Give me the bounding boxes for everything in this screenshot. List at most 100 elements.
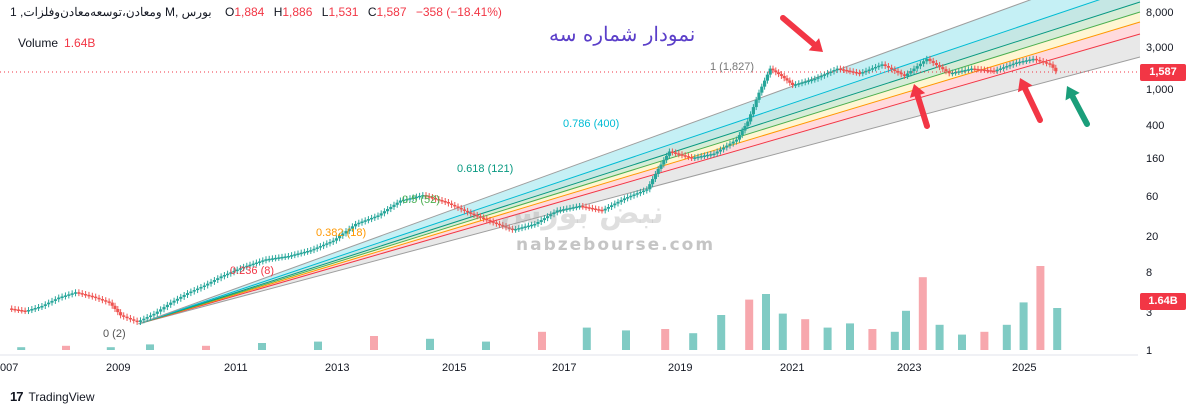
candle-body <box>651 179 655 185</box>
candle-body <box>235 269 239 272</box>
volume-bar <box>846 323 854 350</box>
candle-body <box>947 71 951 74</box>
candle-body <box>737 135 741 140</box>
volume-badge: 1.64B <box>1140 293 1186 310</box>
candle-body <box>1021 61 1025 63</box>
candle-body <box>189 291 193 294</box>
fib-label-2: 0.382 (18) <box>316 227 366 239</box>
volume-bar <box>426 338 434 350</box>
candle-body <box>456 206 460 208</box>
candle-body <box>829 71 833 73</box>
candle-body <box>331 240 335 243</box>
candle-body <box>70 293 74 295</box>
candle-body <box>212 280 216 282</box>
candle-body <box>1024 60 1028 62</box>
candle-body <box>10 308 14 310</box>
candle-body <box>33 308 37 310</box>
candle-body <box>116 308 120 313</box>
candle-body <box>138 320 143 322</box>
low-value: 1,531 <box>328 5 359 19</box>
candle-body <box>517 228 521 230</box>
candle-body <box>779 74 783 76</box>
candle-body <box>84 294 88 296</box>
candle-body <box>408 198 412 200</box>
volume-bar <box>258 343 266 350</box>
candle-body <box>702 155 706 157</box>
candle-body <box>498 223 502 226</box>
candle-body <box>43 304 47 306</box>
candle-body <box>152 313 156 316</box>
price-axis[interactable]: 8,000 3,000 1,000 400 160 60 20 8 3 1 <box>1146 7 1174 357</box>
candle-body <box>172 300 176 303</box>
high-label: H <box>273 5 283 19</box>
candle-body <box>475 214 479 217</box>
candle-body <box>145 317 149 319</box>
low-label: L <box>321 5 329 19</box>
candle-body <box>209 281 213 284</box>
candle-body <box>437 199 441 201</box>
candle-body <box>928 58 932 61</box>
candle-body <box>450 203 454 205</box>
candle-body <box>107 301 111 303</box>
footer-branding[interactable]: 17 TradingView <box>10 389 95 404</box>
candle-body <box>216 278 220 281</box>
candle-body <box>763 80 767 87</box>
candle-body <box>472 213 476 216</box>
candle-body <box>902 74 906 76</box>
candle-body <box>842 69 846 71</box>
candle-body <box>552 212 556 215</box>
candle-body <box>392 204 396 207</box>
candle-body <box>357 222 361 225</box>
candle-body <box>104 300 108 302</box>
candle-body <box>169 302 173 305</box>
candle-body <box>254 262 258 265</box>
candle-body <box>165 304 169 308</box>
candle-body <box>683 155 687 157</box>
candle-body <box>909 71 913 74</box>
candle-body <box>906 73 910 76</box>
candle-body <box>587 207 591 209</box>
candle-body <box>1005 66 1009 68</box>
volume-value: 1.64B <box>64 36 96 50</box>
volume-bar <box>745 299 754 350</box>
volume-legend[interactable]: Volume 1.64B <box>18 36 95 50</box>
arrow-top-head <box>808 38 823 52</box>
candle-body <box>366 219 370 221</box>
candle-body <box>232 270 236 273</box>
candle-body <box>363 220 367 222</box>
candle-body <box>354 223 358 227</box>
candle-body <box>659 164 663 169</box>
candle-body <box>619 200 623 202</box>
candle-body <box>274 257 278 260</box>
candle-body <box>606 207 610 209</box>
candle-body <box>1031 58 1035 61</box>
candle-body <box>376 215 380 217</box>
symbol-name[interactable]: 1 ,ومعادن،توسعه‌معادن‌وفلزات M, بورس <box>10 5 212 19</box>
candle-body <box>113 305 117 309</box>
candle-body <box>510 228 514 231</box>
candle-body <box>934 62 938 66</box>
volume-bar <box>778 313 787 350</box>
candle-body <box>765 74 769 81</box>
candle-body <box>832 70 836 72</box>
candle-body <box>421 195 425 197</box>
time-axis[interactable]: 007 2009 2011 2013 2015 2017 2019 2021 2023 2025 <box>0 354 1138 374</box>
candle-body <box>998 68 1002 70</box>
candle-body <box>562 209 566 211</box>
fan-line-0618 <box>138 1 1141 325</box>
candle-body <box>402 199 406 202</box>
volume-bars <box>17 266 1062 350</box>
candle-body <box>957 71 961 73</box>
candle-body <box>258 261 262 263</box>
candle-body <box>539 220 543 223</box>
candle-body <box>835 68 839 71</box>
candle-body <box>749 114 753 122</box>
candle-body <box>690 157 694 159</box>
fib-label-3: 0.5 (52) <box>402 194 440 206</box>
open-value: 1,884 <box>234 5 265 19</box>
fan-line-0382 <box>138 21 1141 325</box>
price-series <box>10 55 1058 325</box>
candle-body <box>1038 59 1042 62</box>
volume-bar <box>823 327 832 350</box>
